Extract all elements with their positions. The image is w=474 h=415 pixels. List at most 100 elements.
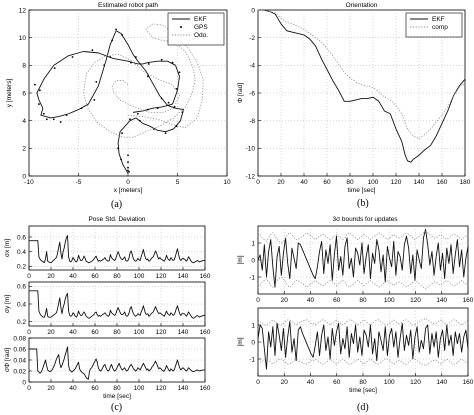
y-tick-label: 0.4 xyxy=(17,249,26,256)
y-tick-label: 0.06 xyxy=(13,346,26,353)
x-tick-label: 80 xyxy=(359,379,367,386)
x-tick-label: 160 xyxy=(200,273,211,280)
legend-label: Odo. xyxy=(194,32,208,39)
x-tick-label: 80 xyxy=(113,385,121,392)
y-tick-label: 0.6 xyxy=(17,234,26,241)
y-tick-label: 0.08 xyxy=(13,335,26,342)
y-tick-label: 0.4 xyxy=(17,301,26,308)
legend-label: EKF xyxy=(194,16,207,23)
x-tick-label: 140 xyxy=(178,385,189,392)
y-tick-label: 8 xyxy=(22,63,26,70)
gps-point xyxy=(42,112,45,115)
x-tick-label: 80 xyxy=(346,179,354,186)
gps-point xyxy=(121,34,123,36)
gps-point xyxy=(135,56,137,58)
y-axis-label: [m] xyxy=(237,337,244,346)
gps-point xyxy=(156,107,159,110)
y-tick-label: 12 xyxy=(19,7,27,14)
x-tick-label: -10 xyxy=(24,179,34,186)
series-line xyxy=(257,358,469,367)
x-tick-label: 60 xyxy=(91,273,99,280)
chart-title: Estimated robot path xyxy=(98,2,158,9)
x-tick-label: 20 xyxy=(47,385,55,392)
y-tick-label: 0.2 xyxy=(17,264,26,271)
y-tick-label: 1 xyxy=(251,240,255,247)
x-tick-label: 120 xyxy=(410,297,421,304)
gps-point xyxy=(175,87,178,90)
series-line xyxy=(257,321,469,370)
gps-point xyxy=(171,61,174,64)
x-tick-label: 120 xyxy=(156,385,167,392)
x-tick-label: 60 xyxy=(91,329,99,336)
x-tick-label: 60 xyxy=(333,297,341,304)
gps-point xyxy=(160,58,163,61)
gps-point xyxy=(95,81,98,83)
gps-point xyxy=(91,49,94,52)
legend-box xyxy=(167,12,225,46)
gps-point xyxy=(160,97,163,100)
gps-point xyxy=(146,108,149,111)
gps-point xyxy=(164,132,167,135)
x-tick-label: 20 xyxy=(277,179,285,186)
gps-point xyxy=(103,64,106,67)
x-tick-label: 160 xyxy=(463,297,474,304)
gps-point xyxy=(65,114,68,117)
y-tick-label: 1 xyxy=(251,322,255,329)
x-tick-label: 0 xyxy=(256,379,260,386)
y-tick-label: 0.02 xyxy=(13,368,26,375)
y-axis-label: σy [m] xyxy=(4,295,11,313)
gps-point xyxy=(38,89,41,92)
y-tick-label: 4 xyxy=(22,118,26,125)
y-axis-label: σx [m] xyxy=(4,239,11,257)
x-tick-label: 0 xyxy=(27,385,31,392)
x-tick-label: 140 xyxy=(178,329,189,336)
gps-point xyxy=(53,67,56,69)
series-line xyxy=(257,228,469,288)
x-axis-label: time [sec] xyxy=(349,387,377,394)
x-tick-label: 0 xyxy=(27,273,31,280)
series-line xyxy=(29,290,205,319)
plot-frame xyxy=(257,9,466,177)
x-tick-label: 10 xyxy=(223,179,231,186)
x-tick-label: 60 xyxy=(323,179,331,186)
gps-point xyxy=(38,103,40,105)
gps-point xyxy=(138,119,141,122)
x-tick-label: 100 xyxy=(134,385,145,392)
y-tick-label: -10 xyxy=(246,146,256,153)
y-tick-label: 0 xyxy=(22,379,26,386)
caption-d: (d) xyxy=(357,402,369,413)
panel-d-title: 3σ bounds for updates xyxy=(332,216,398,223)
y-axis-label: y [meters] xyxy=(6,79,13,108)
y-tick-label: -2 xyxy=(249,35,255,42)
y-tick-label: 0 xyxy=(251,339,255,346)
x-tick-label: 0 xyxy=(27,329,31,336)
gps-point xyxy=(129,118,131,121)
x-tick-label: 40 xyxy=(300,179,308,186)
x-tick-label: 120 xyxy=(156,329,167,336)
x-tick-label: 160 xyxy=(463,379,474,386)
x-axis-label: time [sec] xyxy=(103,393,131,400)
y-axis-label: [m] xyxy=(237,255,244,264)
gps-point xyxy=(115,28,118,31)
series-line xyxy=(29,346,205,380)
gps-point xyxy=(52,118,55,121)
legend-label: comp xyxy=(432,24,448,31)
x-tick-label: 160 xyxy=(437,179,448,186)
x-tick-label: 120 xyxy=(156,273,167,280)
x-tick-label: 100 xyxy=(384,379,395,386)
gps-point xyxy=(45,118,48,121)
legend-label: GPS xyxy=(194,24,208,31)
gps-point xyxy=(127,154,129,157)
x-tick-label: 160 xyxy=(200,329,211,336)
gps-point xyxy=(175,125,178,128)
x-tick-label: 180 xyxy=(460,179,471,186)
gps-point xyxy=(93,99,96,101)
legend-label: EKF xyxy=(432,16,445,23)
y-axis-label: σΦ [rad] xyxy=(4,348,11,372)
caption-c: (c) xyxy=(111,402,123,413)
gps-point xyxy=(34,83,36,86)
legend-marker xyxy=(180,26,182,28)
legend-box xyxy=(405,12,463,38)
y-tick-label: 10 xyxy=(19,35,27,42)
x-axis-label: time [sec] xyxy=(348,187,376,194)
